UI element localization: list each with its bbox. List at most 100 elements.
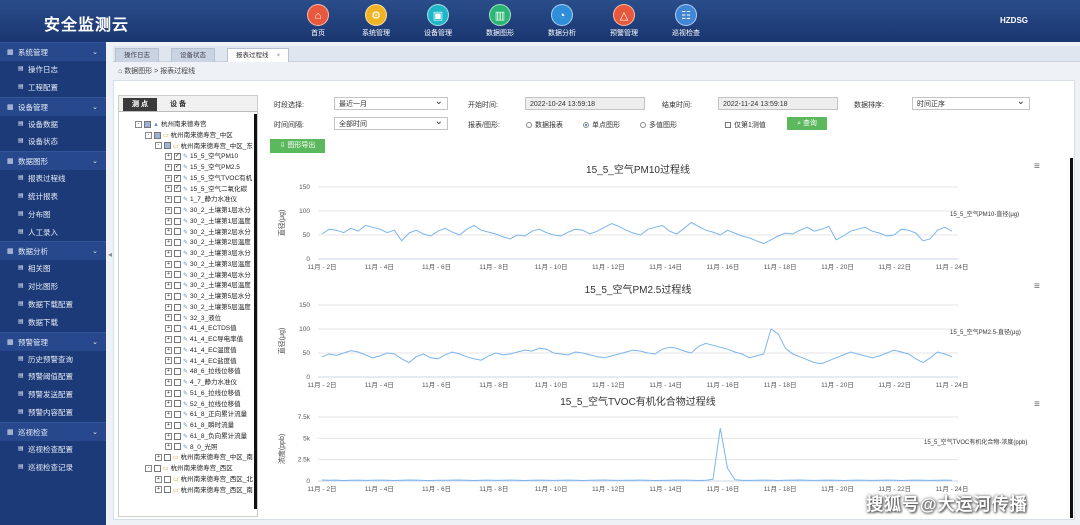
expand-icon[interactable]: + [165, 196, 172, 204]
sidebar-item[interactable]: 设备数据 [0, 116, 106, 134]
collapse-icon[interactable]: - [145, 464, 152, 472]
node-checkbox[interactable] [174, 325, 181, 333]
period-select[interactable]: 最近一月 [334, 95, 448, 110]
sidebar-item[interactable]: 预警发送配置 [0, 386, 106, 404]
sidebar-item[interactable]: 报表过程线 [0, 170, 106, 188]
sidebar-collapse-icon[interactable]: ◂ [108, 250, 113, 259]
expand-icon[interactable]: + [165, 368, 172, 376]
sidebar-group[interactable]: ▦ 设备管理 ⌄ [0, 96, 106, 116]
expand-icon[interactable]: + [165, 443, 172, 451]
expand-icon[interactable]: + [155, 486, 162, 494]
nav-system[interactable]: ⚙ 系统管理 [346, 4, 406, 38]
expand-icon[interactable]: + [165, 325, 172, 333]
node-checkbox[interactable] [174, 239, 181, 247]
node-checkbox[interactable] [174, 421, 181, 429]
node-checkbox[interactable] [174, 389, 181, 397]
tree-node[interactable]: + ✓ ✎ 15_5_空气TVOC有机 [165, 174, 252, 185]
close-icon[interactable]: × [276, 52, 281, 59]
tree-scrollbar[interactable] [254, 114, 257, 509]
tree-node[interactable]: + ✓ ✎ 15_5_空气PM10 [165, 152, 238, 163]
tree-node[interactable]: + ✓ ✎ 15_5_空气二氧化碳 [165, 185, 247, 196]
tab-points[interactable]: 测 点 [123, 98, 157, 111]
tab-2[interactable]: 报表过程线 × [227, 48, 290, 62]
tree-node[interactable]: + ✎ 30_2_土壤第5层温度 [165, 303, 251, 314]
end-time-input[interactable]: 2022-11-24 13:59:18 [718, 97, 838, 110]
sidebar-item[interactable]: 预警内容配置 [0, 404, 106, 422]
legend-entry[interactable]: 15_5_空气PM2.5-直径(μg) [950, 330, 1021, 336]
expand-icon[interactable]: + [165, 432, 172, 440]
node-checkbox[interactable] [174, 335, 181, 343]
sidebar-item[interactable]: 工程配置 [0, 79, 106, 97]
expand-icon[interactable]: + [165, 163, 172, 171]
node-checkbox[interactable]: ✓ [174, 153, 181, 161]
sidebar-item[interactable]: 预警阈值配置 [0, 368, 106, 386]
tree-node[interactable]: + ✎ 4_7_静力水准仪 [165, 378, 237, 389]
chart-scrollbar[interactable] [1070, 158, 1073, 518]
tab-1[interactable]: 设备状态 [171, 48, 215, 62]
node-checkbox[interactable] [174, 346, 181, 354]
node-checkbox[interactable] [174, 282, 181, 290]
tree-node[interactable]: - ▭ 杭州南来德寿宫_中区_东 [155, 142, 253, 153]
collapse-icon[interactable]: - [135, 120, 142, 128]
tree-node[interactable]: + ✎ 61_8_瞬时流量 [165, 421, 234, 432]
node-checkbox[interactable]: ✓ [174, 163, 181, 171]
tree-node[interactable]: + ✎ 30_2_土壤第5层水分 [165, 292, 251, 303]
node-checkbox[interactable]: ✓ [174, 174, 181, 182]
expand-icon[interactable]: + [165, 303, 172, 311]
tree-node[interactable]: + ✎ 32_3_液位 [165, 314, 221, 325]
tree-node[interactable]: + ✎ 41_4_ECTDS值 [165, 324, 237, 335]
legend-entry[interactable]: 15_5_空气PM10-直径(μg) [950, 212, 1020, 218]
node-checkbox[interactable] [164, 486, 171, 494]
node-checkbox[interactable] [174, 314, 181, 322]
nav-home[interactable]: ⌂ 首页 [288, 4, 348, 38]
tree-node[interactable]: + ✎ 41_4_EC导电率值 [165, 335, 243, 346]
radio-data-report[interactable]: 数据报表 [526, 120, 563, 130]
expand-icon[interactable]: + [165, 217, 172, 225]
node-checkbox[interactable] [164, 142, 171, 150]
node-checkbox[interactable] [174, 228, 181, 236]
tree-node[interactable]: + ✎ 30_2_土壤第2层水分 [165, 228, 251, 239]
expand-icon[interactable]: + [165, 228, 172, 236]
start-time-input[interactable]: 2022-10-24 13:59:18 [525, 97, 645, 110]
expand-icon[interactable]: + [165, 346, 172, 354]
sidebar-item[interactable]: 历史预警查询 [0, 351, 106, 369]
tree-node[interactable]: + ✎ 30_2_土壤第2层温度 [165, 238, 251, 249]
tree-node[interactable]: + ✎ 61_8_正向累计流量 [165, 410, 247, 421]
node-checkbox[interactable] [144, 120, 151, 128]
node-checkbox[interactable] [174, 400, 181, 408]
expand-icon[interactable]: + [165, 153, 172, 161]
chart-menu-icon[interactable]: ≡ [1034, 399, 1040, 410]
radio-single-chart[interactable]: 单点图形 [583, 120, 620, 130]
expand-icon[interactable]: + [165, 378, 172, 386]
first-value-checkbox[interactable]: 仅第1测值 [725, 120, 766, 130]
tree-node[interactable]: + ✎ 8_0_光照 [165, 443, 218, 454]
nav-inspection[interactable]: ☷ 巡视检查 [656, 4, 716, 38]
expand-icon[interactable]: + [165, 335, 172, 343]
collapse-icon[interactable]: - [155, 142, 162, 150]
expand-icon[interactable]: + [165, 400, 172, 408]
expand-icon[interactable]: + [165, 421, 172, 429]
node-checkbox[interactable]: ✓ [174, 185, 181, 193]
tree-node[interactable]: - ▭ 杭州南来德寿宫_中区 [145, 131, 233, 142]
nav-analysis[interactable]: ◔ 数据分析 [532, 4, 592, 38]
expand-icon[interactable]: + [165, 389, 172, 397]
sidebar-item[interactable]: 操作日志 [0, 61, 106, 79]
sidebar-group[interactable]: ▦ 系统管理 ⌄ [0, 42, 106, 61]
expand-icon[interactable]: + [165, 411, 172, 419]
sidebar-item[interactable]: 对比图形 [0, 278, 106, 296]
expand-icon[interactable]: + [165, 260, 172, 268]
tab-0[interactable]: 操作日志 [115, 48, 159, 62]
expand-icon[interactable]: + [165, 314, 172, 322]
node-checkbox[interactable] [174, 249, 181, 257]
interval-select[interactable]: 全部时间 [334, 115, 448, 130]
expand-icon[interactable]: + [165, 292, 172, 300]
tree-node[interactable]: + ✎ 30_2_土壤第3层水分 [165, 249, 251, 260]
export-chart-button[interactable]: ⇩ 图形导出 [270, 139, 325, 153]
tree-node[interactable]: + ✎ 30_2_土壤第3层温度 [165, 260, 251, 271]
expand-icon[interactable]: + [165, 249, 172, 257]
radio-multi-chart[interactable]: 多值图形 [640, 120, 677, 130]
sidebar-item[interactable]: 设备状态 [0, 133, 106, 151]
node-checkbox[interactable] [174, 196, 181, 204]
nav-alert[interactable]: △ 预警管理 [594, 4, 654, 38]
node-checkbox[interactable] [174, 260, 181, 268]
